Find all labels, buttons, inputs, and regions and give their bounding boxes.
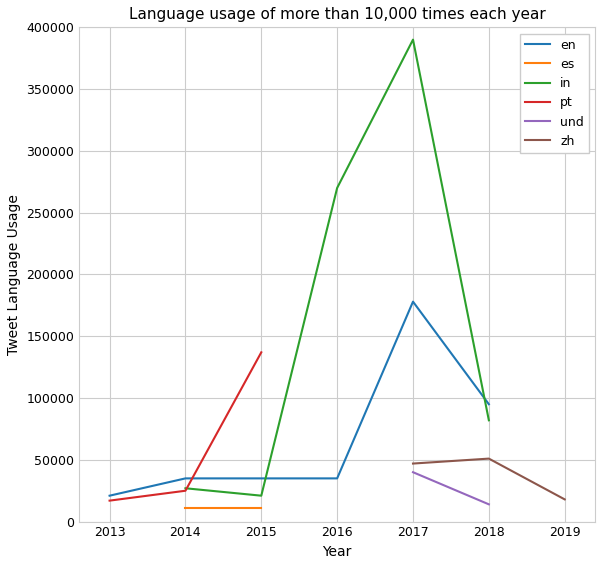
en [485, 401, 492, 408]
pt [258, 349, 265, 355]
en [106, 492, 113, 499]
in [409, 36, 417, 43]
Line: en: en [110, 302, 489, 496]
en [409, 298, 417, 305]
es [258, 505, 265, 512]
in [258, 492, 265, 499]
Line: zh: zh [413, 458, 565, 499]
Legend: en, es, in, pt, und, zh: en, es, in, pt, und, zh [520, 33, 589, 153]
es [182, 505, 189, 512]
pt [106, 498, 113, 504]
Title: Language usage of more than 10,000 times each year: Language usage of more than 10,000 times… [129, 7, 545, 22]
pt [182, 487, 189, 494]
und [409, 469, 417, 475]
Y-axis label: Tweet Language Usage: Tweet Language Usage [7, 194, 21, 355]
in [334, 185, 341, 191]
en [334, 475, 341, 482]
Line: in: in [185, 40, 489, 496]
Line: pt: pt [110, 352, 261, 501]
X-axis label: Year: Year [323, 545, 352, 559]
en [182, 475, 189, 482]
und [485, 501, 492, 508]
Line: und: und [413, 472, 489, 504]
zh [485, 455, 492, 462]
in [182, 485, 189, 492]
in [485, 417, 492, 424]
zh [409, 460, 417, 467]
zh [561, 496, 568, 503]
